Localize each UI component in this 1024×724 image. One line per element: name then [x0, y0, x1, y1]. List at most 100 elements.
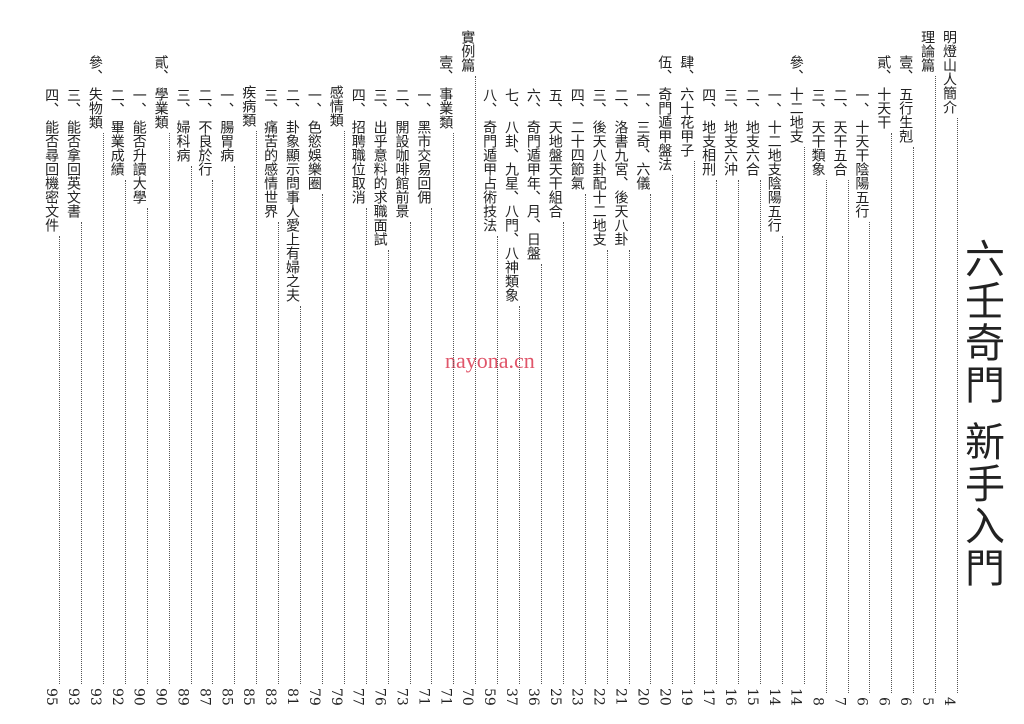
entry-title: 出乎意料的求職面試	[371, 120, 388, 246]
toc-entry: 壹、 五行生剋 6	[896, 55, 915, 706]
dot-leader	[685, 161, 696, 685]
page-number: 76	[371, 688, 388, 706]
entry-number: 一、	[130, 88, 147, 116]
entry-number: 八、	[481, 88, 498, 116]
dot-leader	[839, 180, 849, 694]
toc-entry: 四、 能否尋回機密文件 95	[42, 88, 61, 706]
toc-entry: 七、 八卦、九星、八門、八神類象 37	[502, 88, 520, 706]
entry-number: 壹、	[437, 55, 454, 83]
entry-title: 疾病類	[240, 85, 257, 127]
toc-entry: 明燈山人簡介 4	[940, 30, 958, 706]
toc-entry: 五、 天地盤天干組合 25	[546, 88, 564, 706]
toc-entry: 實例篇 70	[458, 30, 477, 706]
toc-entry: 一、 腸胃病 85	[217, 88, 236, 706]
entry-number: 四、	[43, 88, 60, 116]
dot-leader	[620, 250, 630, 685]
toc-entry: 疾病類 85	[239, 85, 258, 706]
entry-title: 卦象顯示問事人愛上有婦之夫	[284, 120, 300, 302]
entry-number: 參、	[787, 55, 804, 83]
toc-entry: 二、 天干五合 7	[831, 88, 849, 706]
dot-leader	[488, 236, 499, 685]
toc-entry: 三、 出乎意料的求職面試 76	[371, 88, 389, 706]
entry-number: 二、	[393, 88, 410, 116]
page-number: 36	[524, 688, 541, 706]
toc-entry: 二、 洛書九宮、後天八卦 21	[612, 88, 630, 706]
dot-leader	[401, 222, 411, 685]
entry-title: 婦科病	[174, 120, 191, 162]
entry-title: 地支六合	[743, 120, 760, 176]
dot-leader	[357, 208, 367, 685]
dot-leader	[182, 166, 192, 685]
entry-title: 事業類	[437, 87, 454, 129]
entry-number: 一、	[853, 88, 870, 116]
page-number: 93	[65, 688, 81, 706]
entry-number: 肆、	[678, 55, 695, 83]
entry-title: 八卦、九星、八門、八神類象	[503, 120, 519, 302]
page-number: 90	[152, 688, 169, 706]
page-number: 59	[481, 688, 498, 706]
dot-leader	[444, 133, 455, 685]
dot-leader	[707, 180, 718, 685]
dot-leader	[554, 222, 564, 685]
toc-entry: 伍、 奇門遁甲盤法 20	[655, 55, 674, 706]
dot-leader	[225, 166, 236, 685]
page-number: 77	[349, 688, 366, 706]
dot-leader	[50, 236, 61, 685]
toc-entry: 壹、 事業類 71	[436, 55, 455, 706]
dot-leader	[335, 131, 345, 685]
entry-title: 地支六沖	[722, 120, 738, 176]
entry-title: 洛書九宮、後天八卦	[612, 120, 629, 246]
page-number: 6	[875, 697, 892, 706]
toc-entry: 三、 婦科病 89	[174, 88, 192, 706]
entry-number: 五、	[546, 88, 563, 116]
entry-number: 二、	[196, 88, 213, 116]
entry-number: 七、	[503, 88, 519, 116]
entry-title: 失物類	[86, 87, 103, 129]
entry-number: 貳、	[875, 55, 892, 83]
entry-title: 六十花甲子	[678, 87, 695, 157]
dot-leader	[641, 194, 652, 685]
dot-leader	[422, 208, 433, 685]
dot-leader	[291, 306, 301, 685]
toc-entry: 肆、六十花甲子 19	[677, 55, 696, 706]
dot-leader	[510, 306, 520, 685]
entry-title: 奇門遁甲占術技法	[481, 120, 498, 232]
page-number: 5	[919, 697, 936, 706]
dot-leader	[751, 180, 761, 685]
toc-entry: 一、 黑市交易回佣 71	[414, 88, 433, 706]
entry-number: 二、	[612, 88, 629, 116]
entry-number: 六、	[524, 88, 541, 116]
entry-number: 三、	[262, 88, 279, 116]
dot-leader	[160, 133, 170, 685]
toc-entry: 一、 十二地支陰陽五行 14	[765, 88, 783, 706]
toc-entry: 貳、 十天干 6	[874, 55, 893, 706]
page-number: 85	[218, 688, 235, 706]
page-number: 90	[130, 688, 147, 706]
page-number: 87	[196, 688, 213, 706]
entry-number: 三、	[809, 88, 826, 116]
page-number: 19	[678, 688, 695, 706]
entry-title: 天干類象	[809, 120, 826, 176]
page-number: 8	[809, 697, 826, 706]
entry-number: 一、	[305, 88, 322, 116]
entry-number: 三、	[65, 88, 81, 116]
page-number: 79	[305, 688, 322, 706]
dot-leader	[948, 118, 958, 694]
entry-title: 能否拿回英文書	[65, 120, 81, 218]
entry-title: 開設咖啡館前景	[393, 120, 410, 218]
entry-title: 三奇、六儀	[634, 120, 651, 190]
entry-number: 壹、	[897, 55, 914, 83]
entry-number: 四、	[568, 88, 585, 116]
dot-leader	[729, 180, 739, 685]
toc-entry: 二、 地支六合 15	[743, 88, 761, 706]
page-number: 4	[941, 697, 957, 706]
toc-entry: 四、 二十四節氣 23	[568, 88, 586, 706]
dot-leader	[203, 180, 214, 685]
entry-title: 實例篇	[459, 30, 476, 72]
entry-title: 天干五合	[831, 120, 848, 176]
page-number: 70	[459, 688, 476, 706]
dot-leader	[94, 133, 104, 685]
entry-number: 三、	[590, 88, 607, 116]
entry-title: 招聘職位取消	[349, 120, 366, 204]
dot-leader	[116, 180, 126, 685]
